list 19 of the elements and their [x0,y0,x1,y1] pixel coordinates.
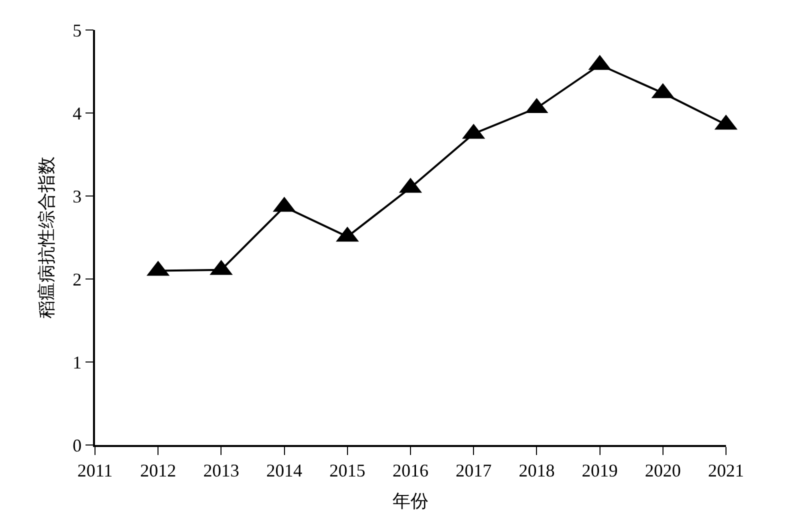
y-tick-label: 1 [72,352,82,372]
y-tick-label: 5 [72,20,82,40]
x-tick-label: 2011 [77,460,113,480]
x-tick-label: 2012 [140,460,176,480]
x-tick-label: 2014 [266,460,302,480]
x-axis-title: 年份 [392,490,428,511]
x-tick-label: 2017 [456,460,492,480]
y-tick-label: 0 [72,435,82,456]
x-tick-label: 2021 [708,460,744,480]
y-tick-label: 3 [72,186,82,206]
x-tick-label: 2019 [582,460,618,480]
x-tick-label: 2015 [329,460,366,480]
x-tick-label: 2018 [518,460,555,480]
x-tick-label: 2020 [644,460,681,480]
y-tick-label: 2 [72,269,82,290]
y-tick-label: 4 [72,103,82,124]
x-tick-label: 2016 [392,460,428,480]
y-axis-title: 稻瘟病抗性综合指数 [36,156,56,318]
x-tick-label: 2013 [203,460,240,480]
